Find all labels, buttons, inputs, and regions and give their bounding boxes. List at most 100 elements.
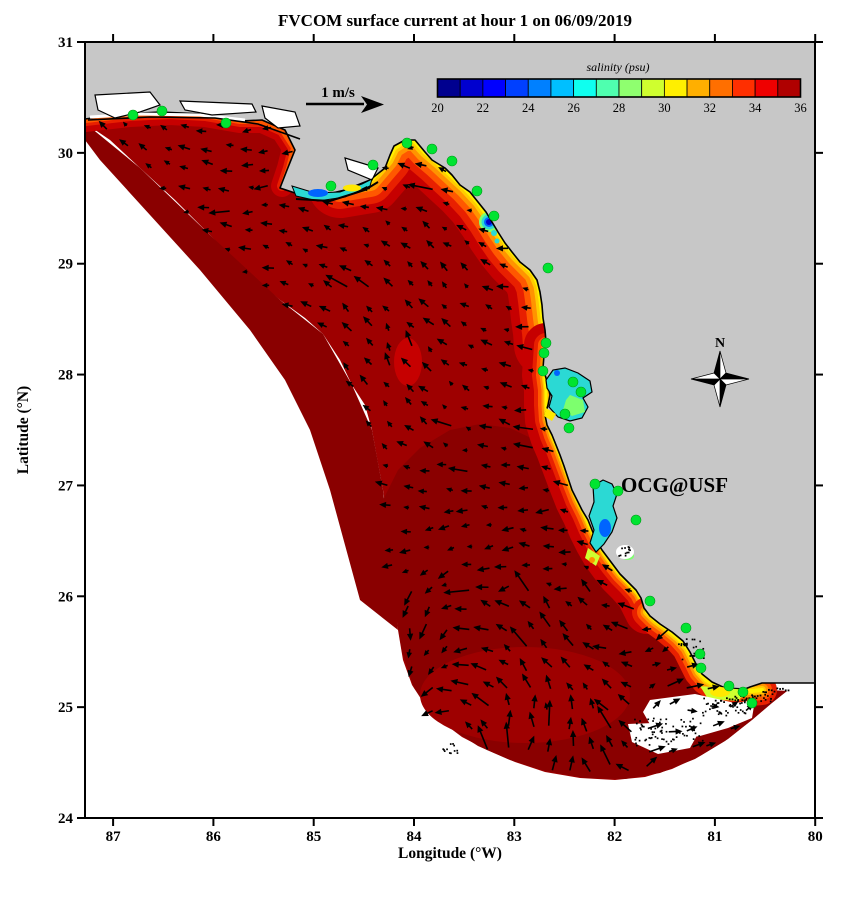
current-vector xyxy=(503,328,510,333)
current-vector xyxy=(302,263,308,268)
current-vector xyxy=(423,545,430,550)
current-vector xyxy=(435,686,452,693)
current-vector xyxy=(581,717,588,732)
current-vector xyxy=(514,570,530,592)
current-vector xyxy=(647,722,664,730)
current-vector xyxy=(400,242,411,249)
current-vector xyxy=(482,403,493,410)
watermark-text: OCG@USF xyxy=(621,473,728,497)
current-vector xyxy=(261,125,272,131)
current-vector xyxy=(240,146,252,153)
station-dot xyxy=(567,376,579,388)
current-vector xyxy=(383,259,391,267)
current-vector xyxy=(543,595,551,609)
current-vector xyxy=(201,228,213,234)
current-vector xyxy=(566,716,574,730)
current-vector xyxy=(606,735,614,748)
current-vector xyxy=(353,275,370,288)
current-vector xyxy=(602,661,610,668)
current-vector xyxy=(419,569,429,576)
current-vector xyxy=(145,163,152,169)
current-vector xyxy=(180,123,190,129)
current-vector xyxy=(420,686,434,697)
current-vector xyxy=(427,280,433,287)
station-dot xyxy=(426,143,438,155)
current-vector xyxy=(495,245,509,252)
current-vector xyxy=(461,384,470,392)
current-vector xyxy=(302,248,309,254)
current-vector xyxy=(498,585,510,592)
x-tick-label: 87 xyxy=(106,829,122,845)
station-dot xyxy=(737,686,749,698)
x-tick-label: 81 xyxy=(707,829,722,845)
current-vector xyxy=(436,461,447,468)
colorbar-cell xyxy=(709,78,733,98)
current-vector xyxy=(568,694,575,710)
x-tick-label: 86 xyxy=(206,829,222,845)
current-vector xyxy=(527,620,535,630)
current-vector xyxy=(441,317,451,328)
current-vector xyxy=(261,282,270,288)
current-vector xyxy=(540,525,554,532)
current-vector xyxy=(342,302,350,312)
current-vector xyxy=(407,145,414,150)
current-vector xyxy=(454,605,467,613)
current-vector xyxy=(281,302,293,309)
current-vector xyxy=(404,299,413,309)
velocity-scale: 1 m/s xyxy=(306,85,384,113)
current-vector xyxy=(400,206,407,212)
current-vector xyxy=(406,628,414,641)
current-vector xyxy=(576,540,588,547)
current-vector xyxy=(381,187,388,192)
current-vector xyxy=(279,280,289,287)
current-vector xyxy=(521,562,531,568)
current-vector xyxy=(480,258,491,266)
current-vector xyxy=(318,305,331,312)
current-vector xyxy=(621,740,629,748)
current-vector xyxy=(668,728,683,735)
current-vector xyxy=(552,480,569,487)
colorbar-cell xyxy=(459,78,484,98)
current-vector xyxy=(419,416,428,425)
current-vector xyxy=(419,623,428,640)
current-vector xyxy=(258,167,270,174)
current-vector xyxy=(401,226,408,232)
station-dot xyxy=(325,180,337,192)
current-vector xyxy=(460,321,467,327)
current-vector xyxy=(441,603,452,610)
current-vector xyxy=(225,142,234,148)
current-vector xyxy=(281,149,293,156)
current-vector xyxy=(456,224,467,231)
colorbar-cell xyxy=(663,78,688,98)
current-vector xyxy=(515,323,529,330)
current-vector xyxy=(418,298,429,308)
velocity-scale-arrow-head-icon xyxy=(361,96,384,113)
current-vector xyxy=(652,700,661,709)
current-vector xyxy=(407,666,414,678)
current-vector xyxy=(495,623,508,632)
current-vector xyxy=(301,226,314,233)
current-vector xyxy=(426,240,435,249)
current-vector xyxy=(338,265,352,272)
current-vector xyxy=(438,524,450,531)
current-vector xyxy=(217,186,230,193)
colorbar-tick-label: 26 xyxy=(567,101,580,115)
y-axis-label: Latitude (°N) xyxy=(15,386,32,474)
current-vector xyxy=(617,602,634,610)
colorbar-label: salinity (psu) xyxy=(587,60,650,74)
current-vector xyxy=(441,582,447,587)
current-vector xyxy=(318,263,328,269)
current-vector xyxy=(322,200,334,206)
current-vector xyxy=(593,698,609,711)
current-vector xyxy=(363,357,373,366)
current-vector xyxy=(531,694,538,709)
current-vector xyxy=(460,262,469,271)
current-vector xyxy=(518,485,529,491)
current-vector xyxy=(505,305,513,311)
current-vector xyxy=(424,606,431,618)
current-vector xyxy=(442,201,450,207)
current-vector xyxy=(641,626,652,632)
station-dot xyxy=(694,648,706,660)
colorbar-cell xyxy=(505,78,529,98)
current-vector xyxy=(470,663,487,671)
